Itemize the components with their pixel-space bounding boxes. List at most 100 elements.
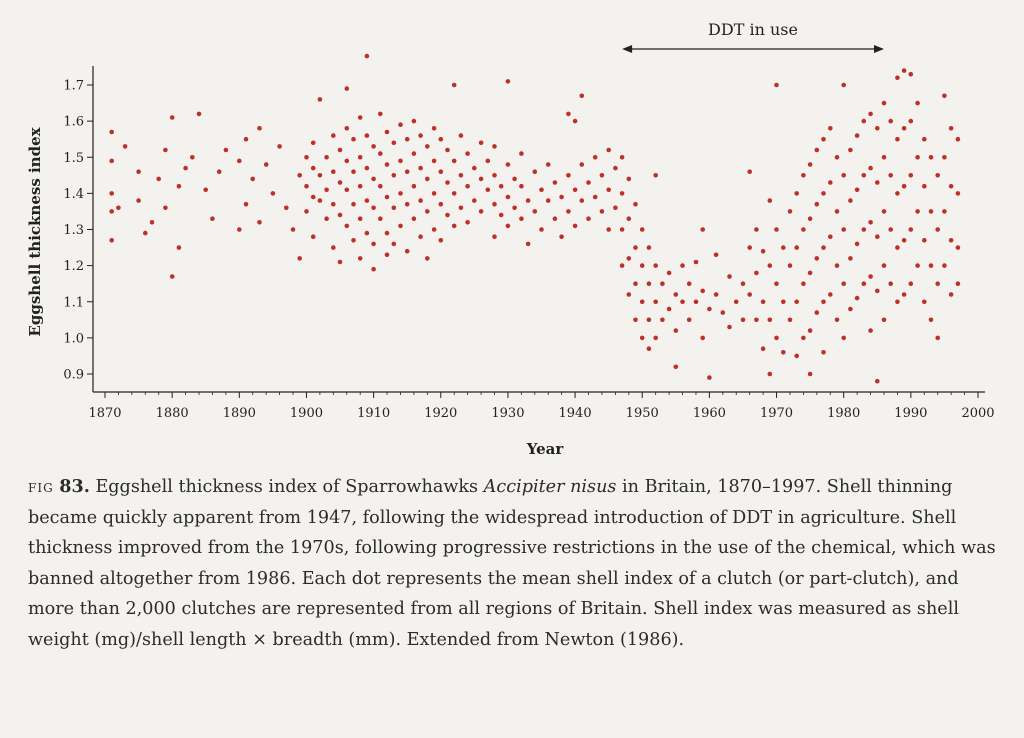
data-point [781, 299, 786, 305]
data-point [478, 140, 484, 146]
data-point [955, 281, 961, 287]
data-point [324, 216, 329, 221]
data-point [512, 176, 517, 182]
data-point [505, 223, 511, 229]
data-point [814, 310, 820, 315]
data-point [337, 147, 343, 153]
data-point [109, 129, 114, 135]
data-point [942, 155, 947, 160]
data-point [566, 209, 571, 214]
data-point [451, 82, 457, 88]
data-point [854, 241, 860, 247]
data-point [364, 133, 370, 138]
data-point [754, 227, 759, 232]
data-point [639, 263, 645, 268]
data-point [881, 155, 887, 160]
data-point [297, 256, 303, 261]
data-point [310, 140, 316, 146]
data-point [606, 227, 611, 232]
data-point [686, 281, 692, 287]
figure-caption: fig 83. Eggshell thickness index of Spar… [28, 472, 996, 655]
data-point [875, 180, 880, 185]
data-point [566, 111, 571, 117]
ddt-annotation-label: DDT in use [708, 20, 798, 39]
data-point [794, 353, 799, 359]
data-point [344, 187, 350, 193]
data-point [948, 183, 954, 189]
data-point [445, 180, 450, 185]
data-point [868, 274, 873, 279]
data-point [559, 194, 564, 200]
y-tick-label: 1.2 [63, 259, 84, 274]
data-point [881, 263, 887, 268]
data-point [418, 165, 423, 171]
data-point [257, 220, 262, 225]
data-point [854, 187, 860, 193]
data-point [868, 165, 873, 171]
data-point [492, 201, 497, 207]
data-point [371, 205, 376, 211]
data-point [404, 201, 410, 207]
data-point [425, 209, 430, 214]
data-point [324, 155, 329, 160]
data-point [619, 191, 625, 196]
data-point [828, 234, 833, 239]
data-point [841, 281, 846, 287]
data-point [861, 227, 867, 232]
data-point [310, 234, 316, 239]
data-point [935, 227, 940, 232]
data-point [324, 187, 329, 193]
data-point [908, 227, 914, 232]
data-point [572, 187, 578, 193]
data-point [626, 216, 632, 221]
data-point [928, 155, 934, 160]
data-point [472, 198, 477, 203]
data-point [814, 201, 820, 207]
data-point [754, 270, 759, 276]
data-point [828, 292, 833, 297]
data-point [411, 151, 417, 156]
data-point [834, 209, 840, 214]
data-point [210, 216, 215, 221]
data-point [532, 209, 538, 214]
data-point [398, 122, 403, 127]
data-point [109, 209, 114, 214]
y-tick-label: 1.4 [63, 187, 84, 202]
data-point [431, 158, 437, 164]
data-point [767, 198, 773, 203]
data-point [821, 191, 826, 196]
data-point [774, 335, 779, 341]
data-point [586, 180, 591, 185]
data-point [458, 133, 464, 138]
data-point [384, 129, 390, 135]
data-point [908, 118, 914, 124]
data-point [895, 245, 900, 250]
data-point [216, 169, 222, 174]
data-point [136, 198, 141, 203]
data-point [310, 165, 316, 171]
data-point [666, 270, 672, 276]
data-point [848, 256, 853, 261]
data-point [807, 371, 813, 377]
data-point [519, 183, 524, 189]
figure-number: 83. [59, 476, 90, 497]
data-point [438, 136, 444, 142]
data-point [653, 173, 658, 178]
data-point [619, 155, 625, 160]
x-axis-title: Year [526, 440, 565, 458]
data-point [653, 263, 658, 268]
data-point [337, 180, 343, 185]
data-point [740, 281, 746, 287]
data-point [660, 317, 665, 323]
data-point [841, 82, 846, 88]
data-point [801, 335, 806, 341]
data-point [767, 371, 773, 377]
data-point [525, 241, 531, 247]
data-point [895, 191, 900, 196]
data-point [317, 97, 323, 102]
data-point [465, 151, 470, 156]
data-point [451, 191, 457, 196]
data-point [875, 126, 880, 131]
data-point [888, 281, 893, 287]
data-point [223, 147, 229, 153]
